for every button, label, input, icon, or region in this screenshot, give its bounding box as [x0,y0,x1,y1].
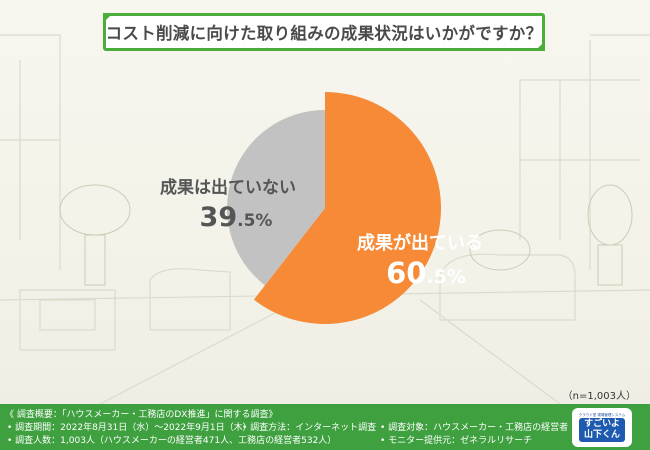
survey-period: • 調査期間：2022年8月31日（水）〜2022年9月1日（木） [7,423,252,433]
logo-subtitle: クラウド型 現場管理システム [578,413,626,417]
logo-line-2: 山下くん [583,430,620,440]
pie-slice-achieved [253,92,441,324]
survey-provider: • モニター提供元：ゼネラルリサーチ [380,436,533,446]
value-int-achieved: 60 [386,256,426,290]
pie-value-achieved: 60.5% [386,256,466,290]
company-logo: クラウド型 現場管理システム すごいよ 山下くん [572,408,632,447]
pie-value-not-achieved: 39.5% [200,202,273,233]
pie-label-achieved: 成果が出ている [357,232,483,254]
survey-method: • 調査方法：インターネット調査 [242,423,377,433]
value-dec-achieved: .5 [426,266,446,288]
title-banner: コスト削減に向けた取り組みの成果状況はいかがですか？ [103,13,545,51]
survey-target: • 調査対象：ハウスメーカー・工務店の経営者 [380,423,569,433]
value-dec-not-achieved: .5 [237,211,255,231]
value-int-not-achieved: 39 [200,202,238,233]
room-illustration-background [0,34,650,404]
survey-title: 《 調査概要：「ハウスメーカー・工務店のDX推進」に関する調査》 [5,410,278,420]
chart-title: コスト削減に向けた取り組みの成果状況はいかがですか？ [105,24,543,43]
logo-line-1: すごいよ [584,419,620,429]
pie-chart: 成果は出ていない 39.5% 成果が出ている 60.5% [160,92,483,324]
pie-label-not-achieved: 成果は出ていない [160,177,296,198]
survey-respondents: • 調査人数：1,003人（ハウスメーカーの経営者471人、工務店の経営者532… [7,436,337,446]
value-unit-not-achieved: % [255,211,272,231]
survey-footer: 《 調査概要：「ハウスメーカー・工務店のDX推進」に関する調査》 • 調査期間：… [0,404,650,450]
sample-size: （n=1,003人） [562,391,636,402]
pie-slice-not-achieved [226,109,325,286]
value-unit-achieved: % [447,266,466,288]
logo-badge: すごいよ 山下くん [578,418,625,442]
